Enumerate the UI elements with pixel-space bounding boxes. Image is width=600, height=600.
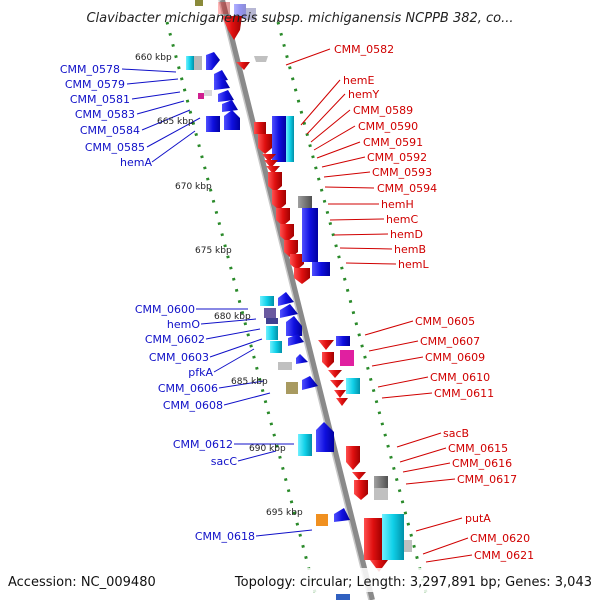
gene-label[interactable]: CMM_0620 (470, 532, 530, 545)
gene-label[interactable]: CMM_0585 (85, 141, 145, 154)
gene-label[interactable]: CMM_0616 (452, 457, 512, 470)
gene-label[interactable]: CMM_0615 (448, 442, 508, 455)
gene-label[interactable]: CMM_0578 (60, 63, 120, 76)
accession-text: Accession: NC_009480 (8, 575, 156, 590)
left-gene-labels: CMM_0578 CMM_0579 CMM_0581 CMM_0583 CMM_… (60, 63, 255, 543)
gene-label[interactable]: CMM_0592 (367, 151, 427, 164)
gene-label[interactable]: hemH (381, 198, 414, 211)
gene-label[interactable]: CMM_0605 (415, 315, 475, 328)
kbp-labels: 660 kbp 665 kbp 670 kbp 675 kbp 680 kbp … (135, 53, 303, 518)
gene-label[interactable]: CMM_0621 (474, 549, 534, 562)
gene-label[interactable]: CMM_0606 (158, 382, 218, 395)
gene-label[interactable]: CMM_0581 (70, 93, 130, 106)
gene-label[interactable]: hemA (120, 156, 152, 169)
gene-label[interactable]: CMM_0589 (353, 104, 413, 117)
left-connectors (121, 68, 313, 537)
gene-label[interactable]: CMM_0603 (149, 351, 209, 364)
gene-label[interactable]: CMM_0591 (363, 136, 423, 149)
gene-label[interactable]: hemY (348, 88, 379, 101)
gene-label[interactable]: CMM_0607 (420, 335, 480, 348)
gene-label[interactable]: CMM_0617 (457, 473, 517, 486)
gene-label[interactable]: CMM_0610 (430, 371, 490, 384)
gene-label[interactable]: CMM_0612 (173, 438, 233, 451)
kbp-label: 670 kbp (175, 182, 212, 192)
kbp-label: 695 kbp (266, 508, 303, 518)
gene-label[interactable]: CMM_0611 (434, 387, 494, 400)
gene-label[interactable]: hemB (394, 243, 426, 256)
kbp-label: 690 kbp (249, 444, 286, 454)
gene-label[interactable]: putA (465, 512, 491, 525)
gene-label[interactable]: hemD (390, 228, 423, 241)
right-gene-labels: CMM_0582 hemE hemY CMM_0589 CMM_0590 CMM… (334, 43, 534, 562)
kbp-label: 675 kbp (195, 246, 232, 256)
gene-label[interactable]: hemE (343, 74, 374, 87)
reverse-genes (236, 56, 412, 572)
gene-label[interactable]: CMM_0593 (372, 166, 432, 179)
kbp-label: 665 kbp (157, 117, 194, 127)
gene-label[interactable]: CMM_0590 (358, 120, 418, 133)
gene-label[interactable]: CMM_0602 (145, 333, 205, 346)
gene-label[interactable]: CMM_0584 (80, 124, 140, 137)
gene-label[interactable]: sacB (443, 427, 469, 440)
gene-label[interactable]: CMM_0594 (377, 182, 437, 195)
gene-label[interactable]: CMM_0583 (75, 108, 135, 121)
gene-label[interactable]: CMM_0608 (163, 399, 223, 412)
sequence-title: Clavibacter michiganensis subsp. michiga… (86, 11, 513, 26)
gene-label[interactable]: hemO (167, 318, 200, 331)
gene-label[interactable]: CMM_0600 (135, 303, 195, 316)
kbp-label: 685 kbp (231, 377, 268, 387)
gene-label[interactable]: CMM_0609 (425, 351, 485, 364)
topology-text: Topology: circular; Length: 3,297,891 bp… (234, 575, 592, 590)
gene-label[interactable]: hemC (386, 213, 418, 226)
gene-label[interactable]: sacC (211, 455, 238, 468)
gene-label[interactable]: hemL (398, 258, 429, 271)
right-connectors (285, 48, 473, 563)
forward-genes (186, 0, 350, 600)
kbp-label: 660 kbp (135, 53, 172, 63)
gene-label[interactable]: CMM_0618 (195, 530, 255, 543)
kbp-label: 680 kbp (214, 312, 251, 322)
backbone (218, 0, 375, 600)
gene-label[interactable]: CMM_0579 (65, 78, 125, 91)
gene-label[interactable]: CMM_0582 (334, 43, 394, 56)
gene-label[interactable]: pfkA (188, 366, 213, 379)
